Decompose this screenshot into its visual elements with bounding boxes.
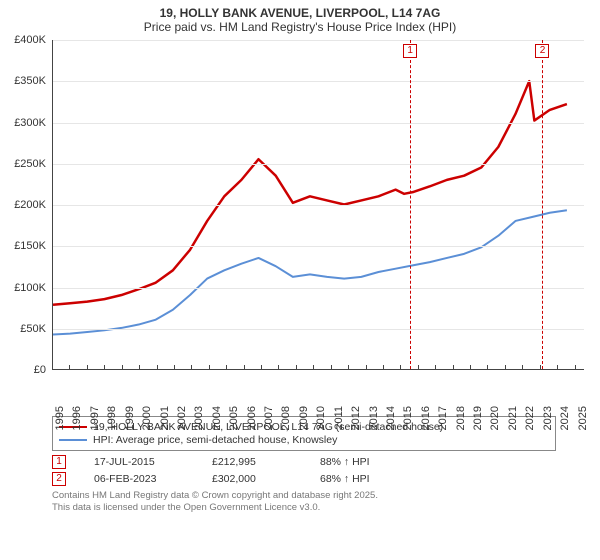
sale-price: £212,995 <box>212 456 292 468</box>
y-tick-label: £100K <box>8 282 50 294</box>
x-tick-label: 1996 <box>69 406 83 430</box>
sale-date: 17-JUL-2015 <box>94 456 184 468</box>
x-tick-label: 2017 <box>435 406 449 430</box>
x-tick-label: 2014 <box>383 406 397 430</box>
x-tick-label: 2003 <box>191 406 205 430</box>
event-vline <box>542 40 543 369</box>
attribution-line-2: This data is licensed under the Open Gov… <box>52 502 556 514</box>
sale-marker: 2 <box>52 472 66 486</box>
sale-row: 1 17-JUL-2015 £212,995 88% ↑ HPI <box>52 455 556 469</box>
x-tick-label: 2009 <box>296 406 310 430</box>
sale-row: 2 06-FEB-2023 £302,000 68% ↑ HPI <box>52 472 556 486</box>
y-tick-label: £350K <box>8 75 50 87</box>
x-tick-label: 2006 <box>244 406 258 430</box>
x-tick-label: 2016 <box>418 406 432 430</box>
y-tick-label: £400K <box>8 34 50 46</box>
x-tick-label: 2015 <box>400 406 414 430</box>
x-tick-label: 1995 <box>52 406 66 430</box>
y-tick-label: £50K <box>8 323 50 335</box>
x-tick-label: 1997 <box>87 406 101 430</box>
x-tick-label: 1998 <box>104 406 118 430</box>
x-tick-label: 2012 <box>348 406 362 430</box>
x-tick-label: 2011 <box>331 406 345 430</box>
legend-item: HPI: Average price, semi-detached house,… <box>59 434 549 446</box>
series-hpi <box>53 210 567 334</box>
y-tick-label: £300K <box>8 117 50 129</box>
sale-hpi-delta: 68% ↑ HPI <box>320 473 370 485</box>
sale-marker: 1 <box>52 455 66 469</box>
x-tick-label: 1999 <box>122 406 136 430</box>
sale-price: £302,000 <box>212 473 292 485</box>
x-tick-label: 2002 <box>174 406 188 430</box>
y-tick-label: £150K <box>8 240 50 252</box>
x-tick-label: 2022 <box>522 406 536 430</box>
x-tick-label: 2023 <box>540 406 554 430</box>
sales-table: 1 17-JUL-2015 £212,995 88% ↑ HPI 2 06-FEB-202… <box>52 455 556 486</box>
y-tick-label: £250K <box>8 158 50 170</box>
x-tick-label: 2008 <box>278 406 292 430</box>
x-tick-label: 2020 <box>487 406 501 430</box>
legend-swatch <box>59 439 87 441</box>
event-vline <box>410 40 411 369</box>
title-line-1: 19, HOLLY BANK AVENUE, LIVERPOOL, L14 7A… <box>4 6 596 20</box>
attribution: Contains HM Land Registry data © Crown c… <box>52 490 556 514</box>
y-tick-label: £200K <box>8 199 50 211</box>
x-tick-label: 2004 <box>209 406 223 430</box>
x-tick-label: 2018 <box>453 406 467 430</box>
x-tick-label: 2000 <box>139 406 153 430</box>
y-tick-label: £0 <box>8 364 50 376</box>
x-tick-label: 2019 <box>470 406 484 430</box>
x-tick-label: 2021 <box>505 406 519 430</box>
event-marker: 1 <box>403 44 417 58</box>
x-tick-label: 2025 <box>575 406 589 430</box>
sale-hpi-delta: 88% ↑ HPI <box>320 456 370 468</box>
x-tick-label: 2013 <box>366 406 380 430</box>
x-tick-label: 2007 <box>261 406 275 430</box>
x-tick-label: 2010 <box>313 406 327 430</box>
chart: £0£50K£100K£150K£200K£250K£300K£350K£400… <box>8 40 588 410</box>
x-tick-label: 2001 <box>157 406 171 430</box>
chart-title: 19, HOLLY BANK AVENUE, LIVERPOOL, L14 7A… <box>4 6 596 34</box>
x-tick-label: 2005 <box>226 406 240 430</box>
series-property <box>53 81 567 305</box>
sale-date: 06-FEB-2023 <box>94 473 184 485</box>
event-marker: 2 <box>535 44 549 58</box>
legend-label: HPI: Average price, semi-detached house,… <box>93 434 337 446</box>
plot-area: 12 <box>52 40 584 370</box>
x-tick-label: 2024 <box>557 406 571 430</box>
attribution-line-1: Contains HM Land Registry data © Crown c… <box>52 490 556 502</box>
title-line-2: Price paid vs. HM Land Registry's House … <box>4 20 596 34</box>
